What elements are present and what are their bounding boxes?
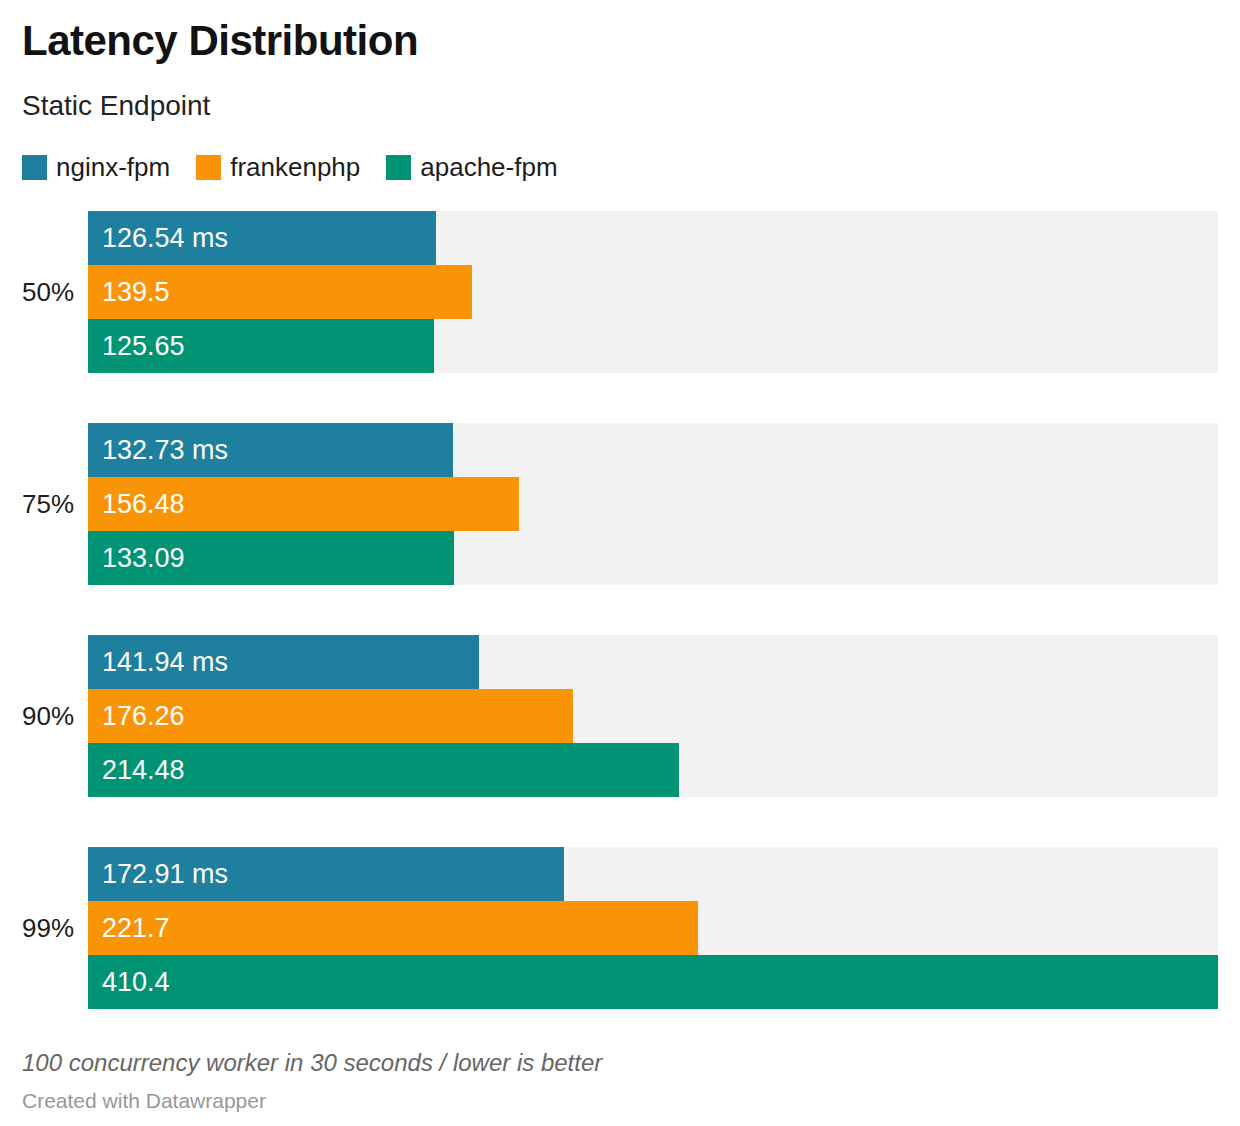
category-label: 75%: [22, 489, 66, 520]
bar-value-label: 410.4: [88, 967, 170, 998]
bar-nginx-fpm-75pct[interactable]: 132.73 ms: [88, 423, 453, 477]
bar-nginx-fpm-50pct[interactable]: 126.54 ms: [88, 211, 436, 265]
group-50pct: 50% 126.54 ms 139.5 125.65: [22, 211, 1218, 373]
bar-frankenphp-50pct[interactable]: 139.5: [88, 265, 472, 319]
legend-item-nginx-fpm[interactable]: nginx-fpm: [22, 152, 170, 183]
datawrapper-credit: Created with Datawrapper: [22, 1089, 1218, 1113]
chart-subtitle: Static Endpoint: [22, 90, 1218, 122]
bar-apache-fpm-50pct[interactable]: 125.65: [88, 319, 434, 373]
bar-value-label: 133.09: [88, 543, 185, 574]
bar-plot: 50% 126.54 ms 139.5 125.65 75% 132.73 ms: [22, 211, 1218, 1009]
group-90pct: 90% 141.94 ms 176.26 214.48: [22, 635, 1218, 797]
legend-label: frankenphp: [230, 152, 360, 183]
category-label: 99%: [22, 913, 66, 944]
bar-value-label: 172.91 ms: [88, 859, 228, 890]
bar-apache-fpm-99pct[interactable]: 410.4: [88, 955, 1218, 1009]
bar-track: 141.94 ms 176.26 214.48: [88, 635, 1218, 797]
legend-label: apache-fpm: [420, 152, 557, 183]
bar-value-label: 125.65: [88, 331, 185, 362]
legend-label: nginx-fpm: [56, 152, 170, 183]
chart-title: Latency Distribution: [22, 18, 1218, 64]
bar-value-label: 141.94 ms: [88, 647, 228, 678]
bar-nginx-fpm-99pct[interactable]: 172.91 ms: [88, 847, 564, 901]
legend: nginx-fpm frankenphp apache-fpm: [22, 152, 1218, 183]
bar-value-label: 214.48: [88, 755, 185, 786]
bar-value-label: 126.54 ms: [88, 223, 228, 254]
group-75pct: 75% 132.73 ms 156.48 133.09: [22, 423, 1218, 585]
bar-nginx-fpm-90pct[interactable]: 141.94 ms: [88, 635, 479, 689]
chart-footer: 100 concurrency worker in 30 seconds / l…: [22, 1049, 1218, 1113]
bar-frankenphp-75pct[interactable]: 156.48: [88, 477, 519, 531]
bar-track: 132.73 ms 156.48 133.09: [88, 423, 1218, 585]
bar-value-label: 139.5: [88, 277, 170, 308]
bar-track: 172.91 ms 221.7 410.4: [88, 847, 1218, 1009]
bar-frankenphp-99pct[interactable]: 221.7: [88, 901, 698, 955]
legend-swatch-frankenphp: [196, 155, 221, 180]
bar-value-label: 176.26: [88, 701, 185, 732]
group-99pct: 99% 172.91 ms 221.7 410.4: [22, 847, 1218, 1009]
chart-container: Latency Distribution Static Endpoint ngi…: [0, 0, 1240, 1113]
legend-swatch-apache-fpm: [386, 155, 411, 180]
bar-value-label: 221.7: [88, 913, 170, 944]
legend-item-frankenphp[interactable]: frankenphp: [196, 152, 360, 183]
category-label: 90%: [22, 701, 66, 732]
bar-apache-fpm-75pct[interactable]: 133.09: [88, 531, 454, 585]
category-label: 50%: [22, 277, 66, 308]
bar-track: 126.54 ms 139.5 125.65: [88, 211, 1218, 373]
legend-item-apache-fpm[interactable]: apache-fpm: [386, 152, 557, 183]
footer-note: 100 concurrency worker in 30 seconds / l…: [22, 1049, 1218, 1077]
bar-value-label: 132.73 ms: [88, 435, 228, 466]
legend-swatch-nginx-fpm: [22, 155, 47, 180]
bar-frankenphp-90pct[interactable]: 176.26: [88, 689, 573, 743]
bar-apache-fpm-90pct[interactable]: 214.48: [88, 743, 679, 797]
bar-value-label: 156.48: [88, 489, 185, 520]
